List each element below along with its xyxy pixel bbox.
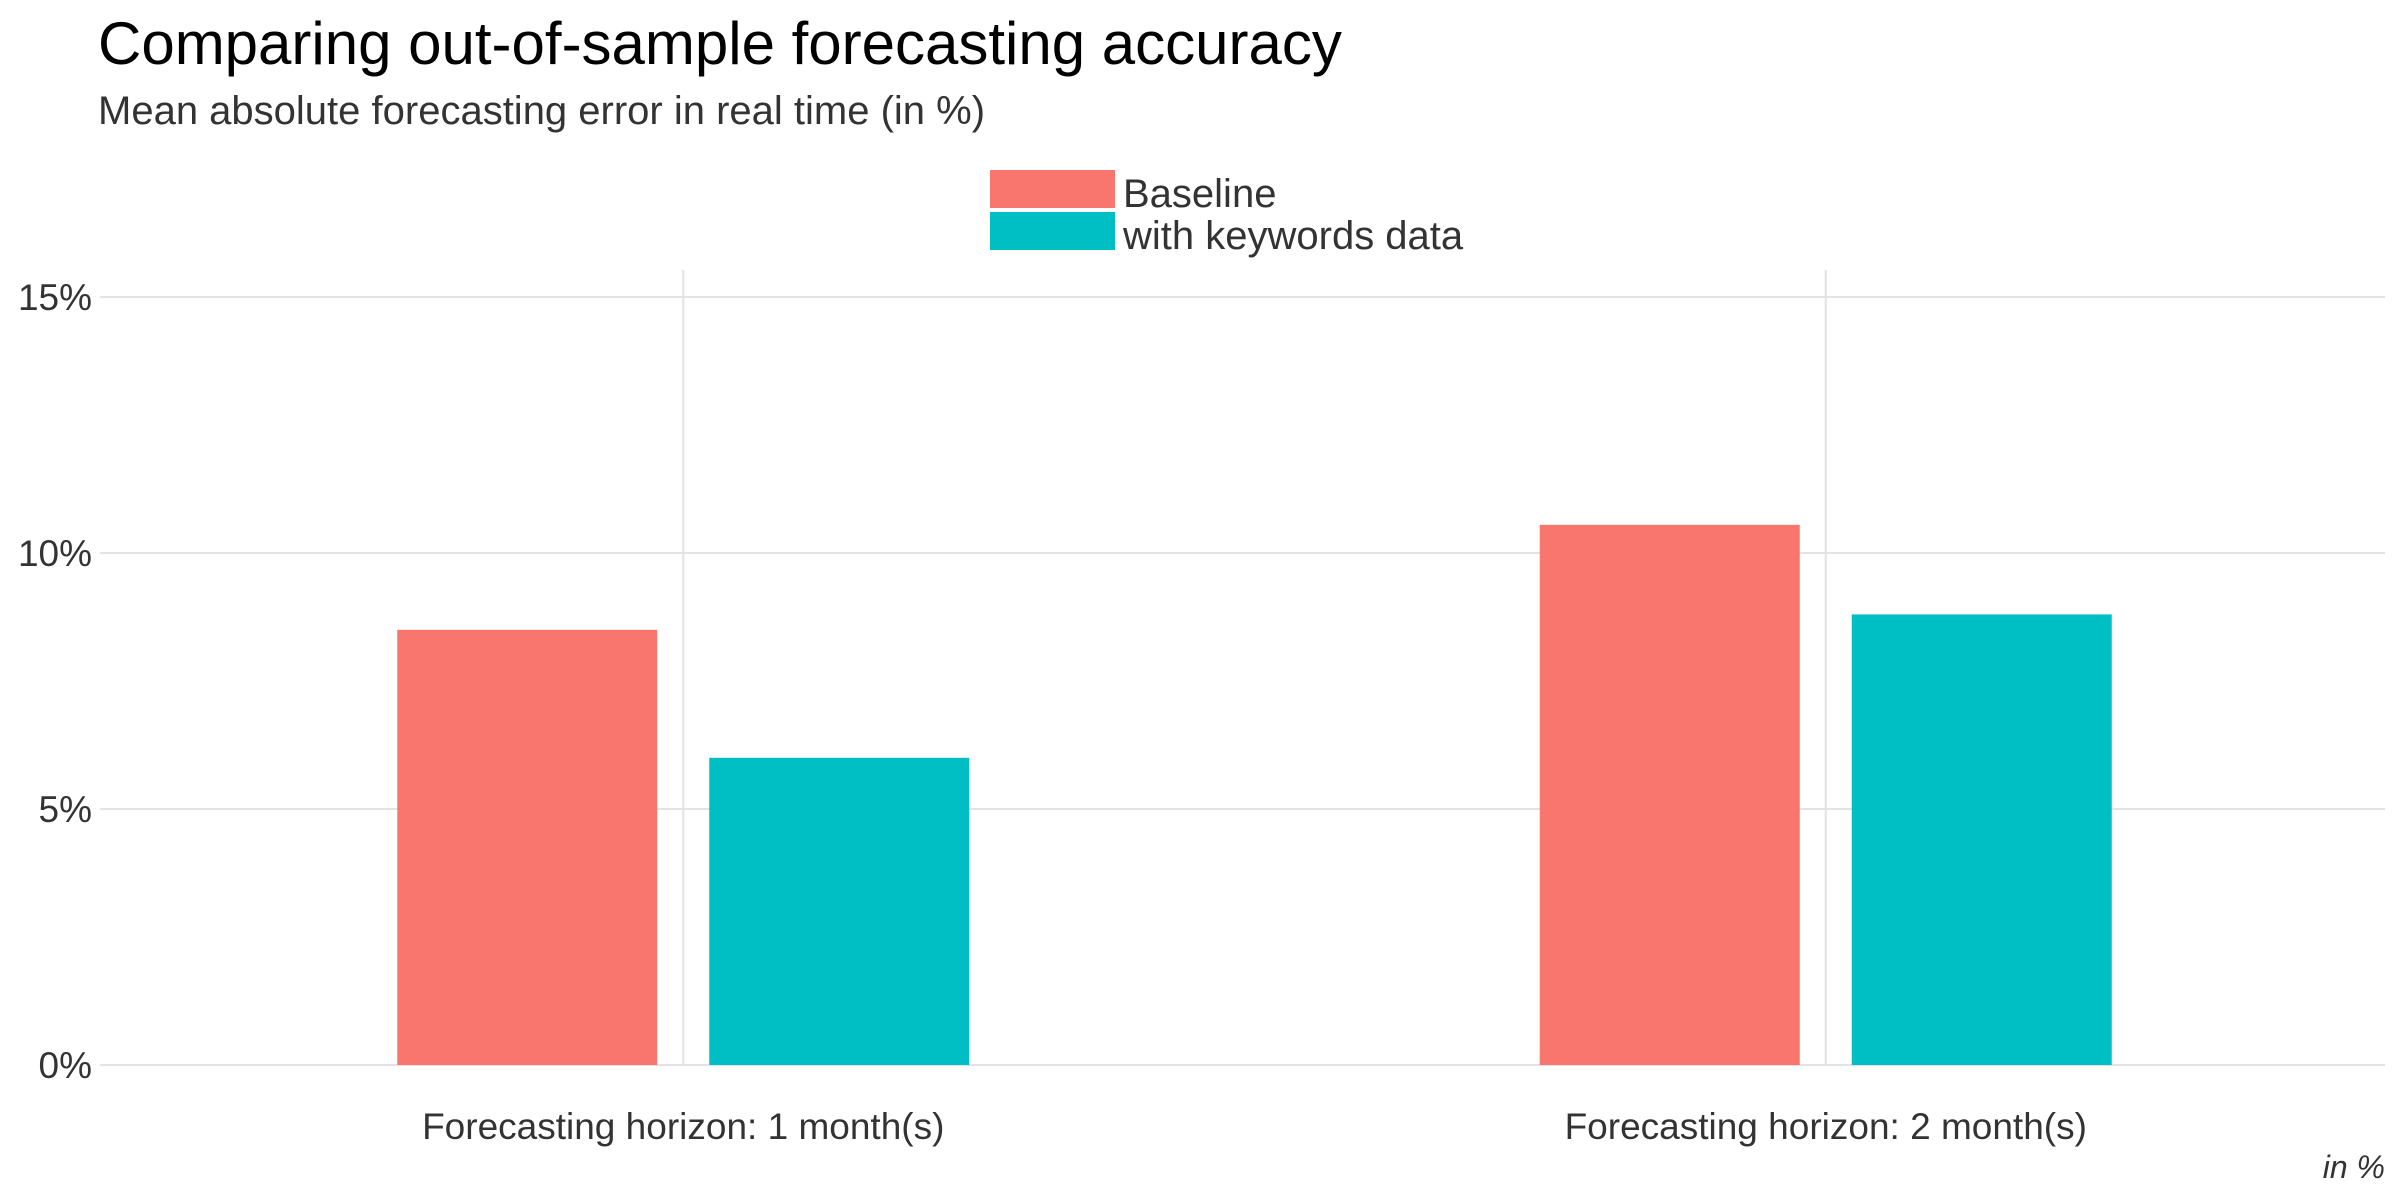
bar-keywords-2 — [1851, 614, 2112, 1065]
y-tick-label: 10% — [18, 533, 92, 574]
legend-label-baseline: Baseline — [1123, 172, 1276, 216]
legend: Baseline with keywords data — [990, 170, 1464, 258]
y-tick-label: 0% — [39, 1045, 92, 1086]
bars — [397, 524, 2112, 1065]
legend-swatch-baseline — [990, 170, 1115, 208]
chart-subtitle: Mean absolute forecasting error in real … — [98, 89, 985, 133]
bar-baseline-2 — [1539, 524, 1800, 1065]
legend-swatch-keywords — [990, 212, 1115, 250]
y-axis-ticks: 0% 5% 10% 15% — [18, 277, 92, 1086]
x-tick-label: Forecasting horizon: 2 month(s) — [1565, 1106, 2087, 1147]
chart-caption: in % — [2323, 1149, 2385, 1185]
chart-title: Comparing out-of-sample forecasting accu… — [98, 10, 1342, 77]
y-tick-label: 5% — [39, 789, 92, 830]
bar-keywords-1 — [709, 757, 970, 1065]
x-axis-ticks: Forecasting horizon: 1 month(s) Forecasti… — [422, 1106, 2087, 1147]
bar-baseline-1 — [397, 629, 658, 1065]
legend-label-keywords: with keywords data — [1122, 214, 1464, 258]
x-tick-label: Forecasting horizon: 1 month(s) — [422, 1106, 944, 1147]
y-tick-label: 15% — [18, 277, 92, 318]
